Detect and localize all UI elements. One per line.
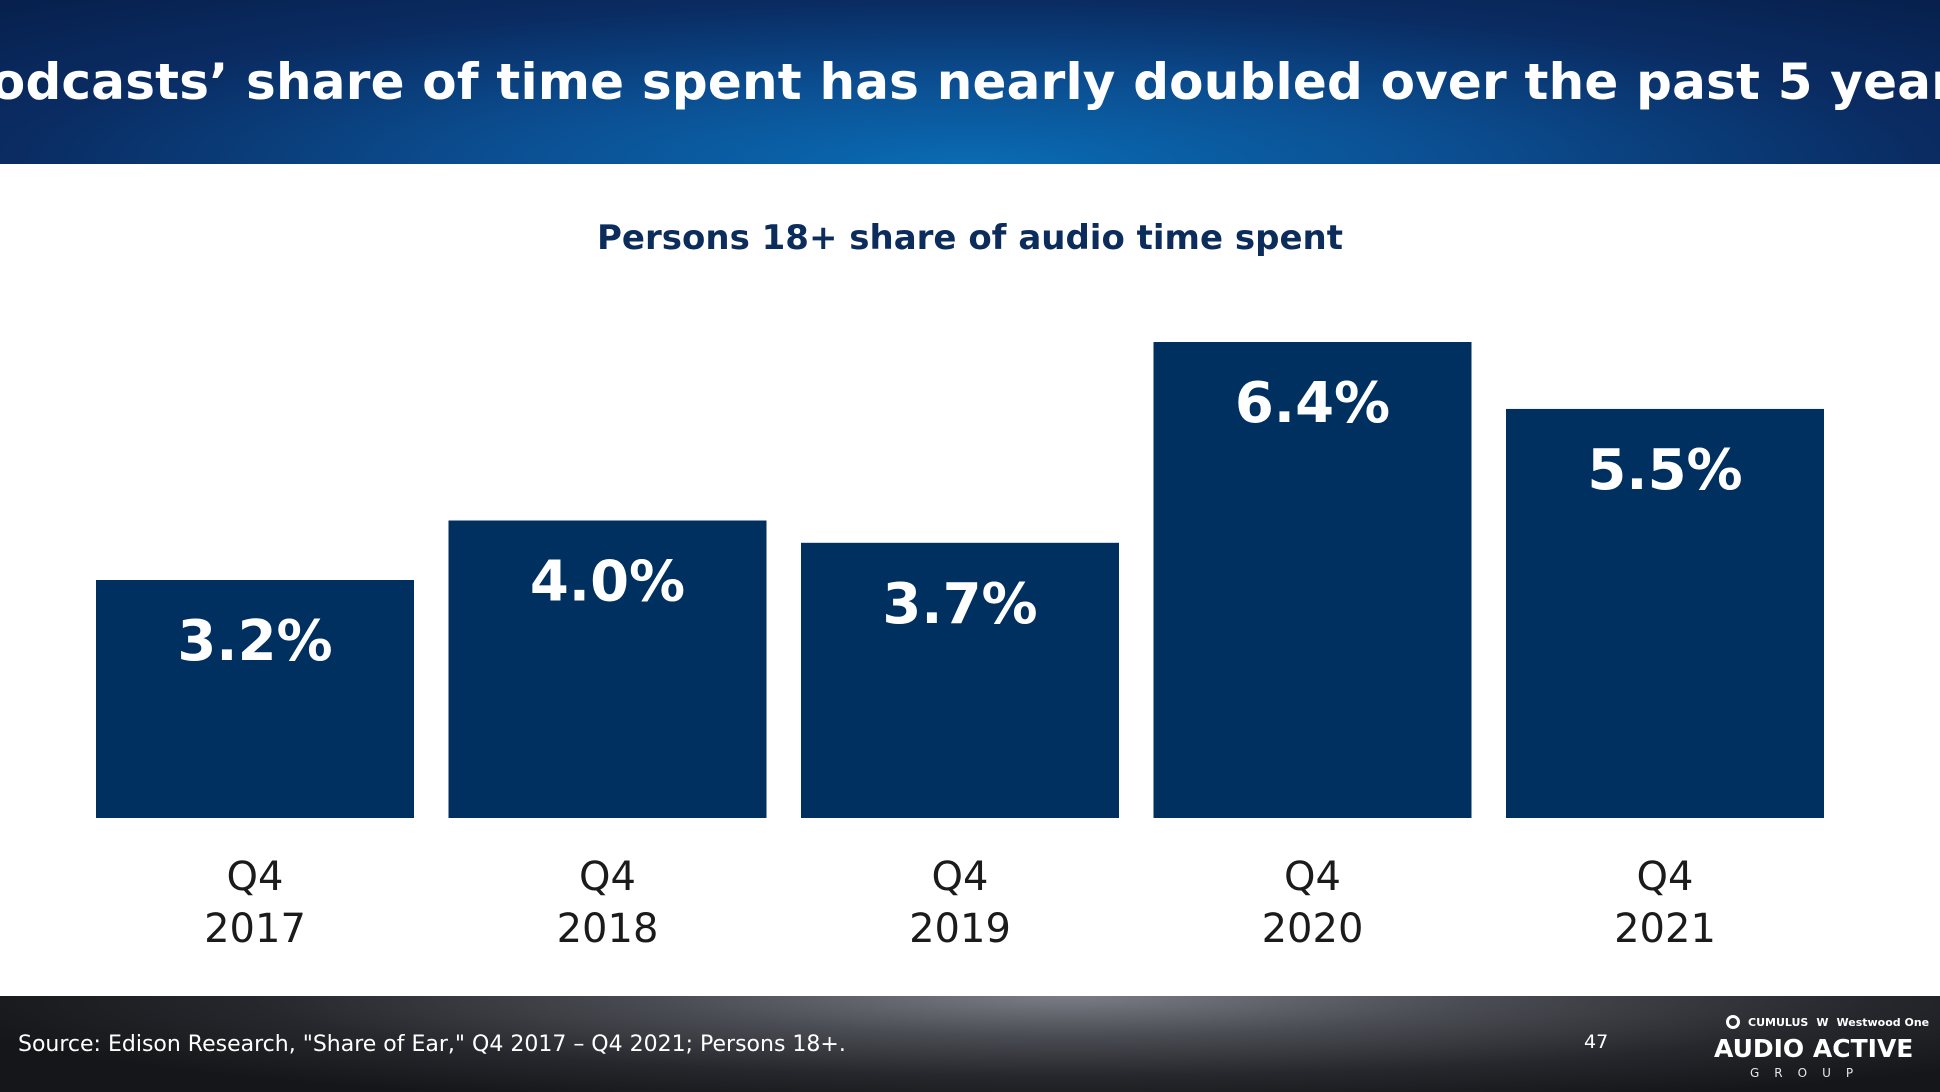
logo-brand-right: Westwood One <box>1836 1015 1930 1029</box>
x-tick-label-3-1: 2020 <box>1262 906 1364 952</box>
bar-value-label-3: 6.4% <box>1235 371 1390 436</box>
x-tick-label-2-0: Q4 <box>932 854 989 900</box>
x-tick-label-4-1: 2021 <box>1614 906 1716 952</box>
westwood-one-logo-icon: W <box>1816 1015 1829 1029</box>
x-tick-label-2-1: 2019 <box>909 906 1011 952</box>
audio-active-group-logo: CUMULUS W Westwood One AUDIO ACTIVE GROU… <box>1712 1012 1929 1084</box>
bar-value-label-2: 3.7% <box>882 572 1037 637</box>
bar-value-label-4: 5.5% <box>1587 438 1742 503</box>
bar-3 <box>1153 342 1472 818</box>
x-tick-label-0-0: Q4 <box>227 854 284 900</box>
bar-2 <box>801 542 1119 818</box>
x-tick-label-0-1: 2017 <box>204 906 306 952</box>
logo-brand-left: CUMULUS <box>1748 1015 1809 1029</box>
bar-value-label-0: 3.2% <box>177 609 332 674</box>
header-banner <box>0 0 1940 164</box>
x-tick-label-1-0: Q4 <box>579 854 636 900</box>
bar-0 <box>96 580 414 818</box>
chart-title: Persons 18+ share of audio time spent <box>597 218 1343 258</box>
x-tick-label-1-1: 2018 <box>557 906 659 952</box>
logo-sub-text: GROUP <box>1750 1066 1869 1080</box>
x-tick-label-4-0: Q4 <box>1637 854 1694 900</box>
source-note: Source: Edison Research, "Share of Ear,"… <box>18 1032 846 1057</box>
slide-title: Podcasts’ share of time spent has nearly… <box>0 53 1940 111</box>
bar-4 <box>1506 408 1824 818</box>
bar-value-label-1: 4.0% <box>530 550 685 615</box>
x-tick-label-3-0: Q4 <box>1284 854 1341 900</box>
bar-1 <box>448 520 767 818</box>
cumulus-logo-icon <box>1726 1015 1740 1029</box>
page-number: 47 <box>1584 1031 1609 1053</box>
footer-band <box>0 996 1940 1092</box>
logo-main-text: AUDIO ACTIVE <box>1714 1034 1914 1063</box>
